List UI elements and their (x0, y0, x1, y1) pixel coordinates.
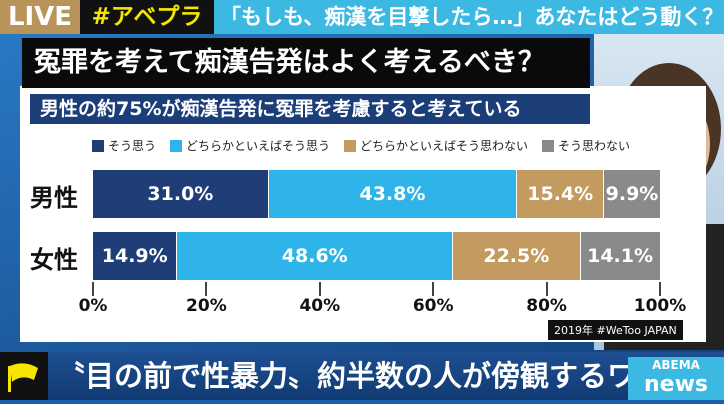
logo-top: ABEMA (652, 358, 700, 372)
bar-segment: 14.9% (93, 232, 178, 280)
news-ticker (0, 352, 724, 400)
source-label: 2019年 #WeToo JAPAN (548, 320, 683, 340)
legend-label: そう思う (108, 139, 157, 153)
legend-label: どちらかといえばそう思わない (360, 139, 529, 153)
bar-segment: 22.5% (453, 232, 581, 280)
x-tick (545, 282, 548, 296)
legend-item: どちらかといえばそう思わない (344, 137, 528, 154)
legend-item: どちらかといえばそう思う (170, 137, 330, 154)
chart-title: 冤罪を考えて痴漢告発はよく考えるべき？ (22, 38, 590, 88)
x-tick-label: 40% (299, 296, 341, 316)
legend-swatch (542, 139, 555, 152)
category-label-male: 男性 (30, 184, 78, 212)
legend-label: そう思わない (558, 139, 631, 153)
flag-icon (0, 352, 48, 400)
x-tick (92, 282, 94, 296)
x-tick-label: 80% (526, 296, 567, 316)
bar-segment: 14.1% (580, 232, 661, 280)
legend: そう思う どちらかといえばそう思う どちらかといえばそう思わない そう思わない (92, 137, 630, 154)
x-tick (659, 282, 661, 296)
bar-segment: 9.9% (604, 170, 661, 218)
bar-segment: 15.4% (517, 170, 605, 218)
bar-segment: 43.8% (268, 170, 518, 218)
x-tick-label: 100% (633, 296, 687, 316)
bar-segment: 48.6% (177, 232, 454, 280)
x-tick-label: 60% (412, 296, 454, 316)
hashtag-label: #アベプラ (80, 0, 214, 34)
bar-segment: 31.0% (93, 170, 269, 218)
ticker-text: 〝目の前で性暴力〟約半数の人が傍観するワケ (56, 359, 666, 393)
category-label-female: 女性 (30, 246, 78, 274)
x-tick (318, 282, 321, 296)
x-tick (205, 282, 208, 296)
legend-label: どちらかといえばそう思う (186, 139, 331, 153)
legend-item: そう思う (92, 137, 156, 154)
x-tick-label: 0% (78, 296, 108, 316)
legend-item: そう思わない (542, 137, 630, 154)
legend-swatch (92, 139, 104, 152)
x-tick (432, 282, 435, 296)
live-badge: LIVE (0, 0, 80, 34)
legend-swatch (170, 139, 183, 152)
chart-subtitle: 男性の約75%が痴漢告発に冤罪を考慮すると考えている (30, 94, 590, 124)
legend-swatch (344, 139, 357, 152)
abema-news-logo: ABEMA news (628, 357, 724, 400)
logo-bottom: news (643, 372, 708, 397)
headline: 「もしも、痴漢を目撃したら…」あなたはどう動く？ (220, 5, 724, 29)
x-tick-label: 20% (186, 296, 227, 316)
